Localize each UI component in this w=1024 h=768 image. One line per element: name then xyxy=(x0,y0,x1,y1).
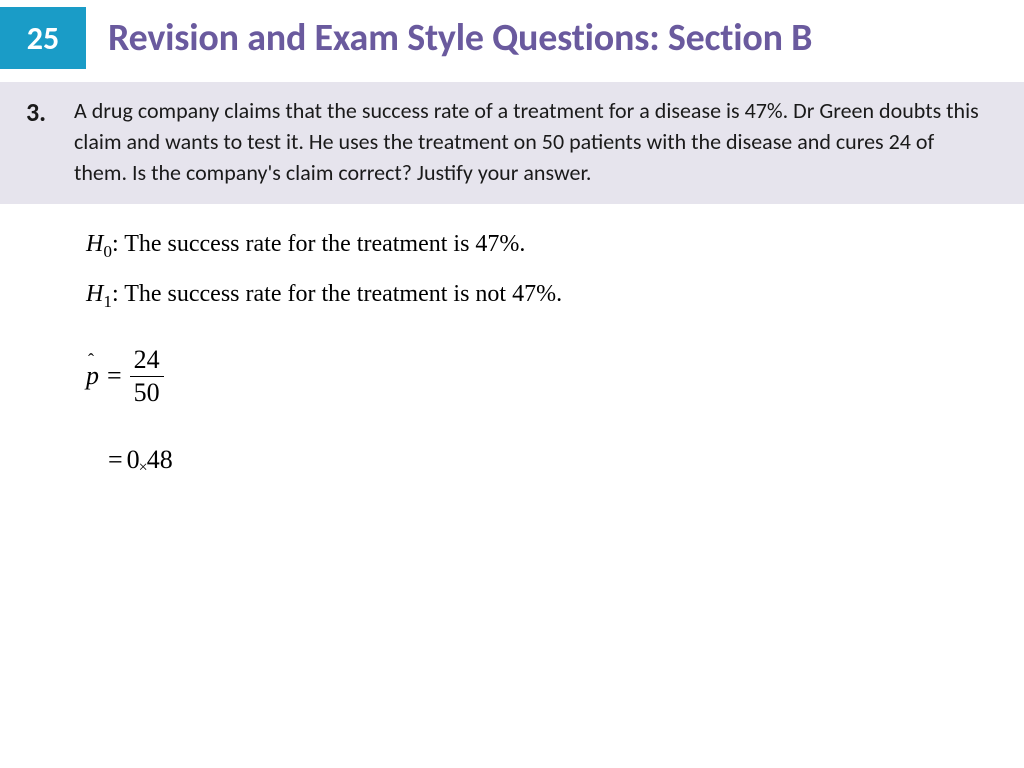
slide-header: 25 Revision and Exam Style Questions: Se… xyxy=(0,0,1024,62)
hypothesis-alt: H1: The success rate for the treatment i… xyxy=(86,278,1024,314)
solution-area: H0: The success rate for the treatment i… xyxy=(0,204,1024,478)
fraction-numerator: 24 xyxy=(130,346,164,375)
equals-sign-2: = xyxy=(108,445,123,474)
h1-symbol: H xyxy=(86,281,103,307)
p-hat-equation: ˆp = 24 50 xyxy=(86,346,1024,406)
result-zero: 0 xyxy=(127,445,140,474)
question-number: 3. xyxy=(26,96,74,188)
result-decimals: 48 xyxy=(147,445,173,474)
h0-text: : The success rate for the treatment is … xyxy=(112,231,525,257)
page-number: 25 xyxy=(27,19,59,58)
decimal-separator: × xyxy=(139,459,148,476)
page-number-box: 25 xyxy=(0,7,86,69)
equals-sign-1: = xyxy=(107,358,122,394)
hat-mark: ˆ xyxy=(88,348,94,373)
h0-subscript: 0 xyxy=(103,242,112,261)
page-title: Revision and Exam Style Questions: Secti… xyxy=(108,15,812,61)
h0-symbol: H xyxy=(86,231,103,257)
question-text: A drug company claims that the success r… xyxy=(74,96,988,188)
fraction-denominator: 50 xyxy=(130,376,164,406)
hypothesis-null: H0: The success rate for the treatment i… xyxy=(86,228,1024,264)
question-box: 3. A drug company claims that the succes… xyxy=(0,82,1024,204)
result-equation: =0×48 xyxy=(108,442,1024,478)
fraction: 24 50 xyxy=(130,346,164,406)
h1-text: : The success rate for the treatment is … xyxy=(112,281,562,307)
h1-subscript: 1 xyxy=(103,292,112,311)
p-hat-symbol: ˆp xyxy=(86,358,99,394)
